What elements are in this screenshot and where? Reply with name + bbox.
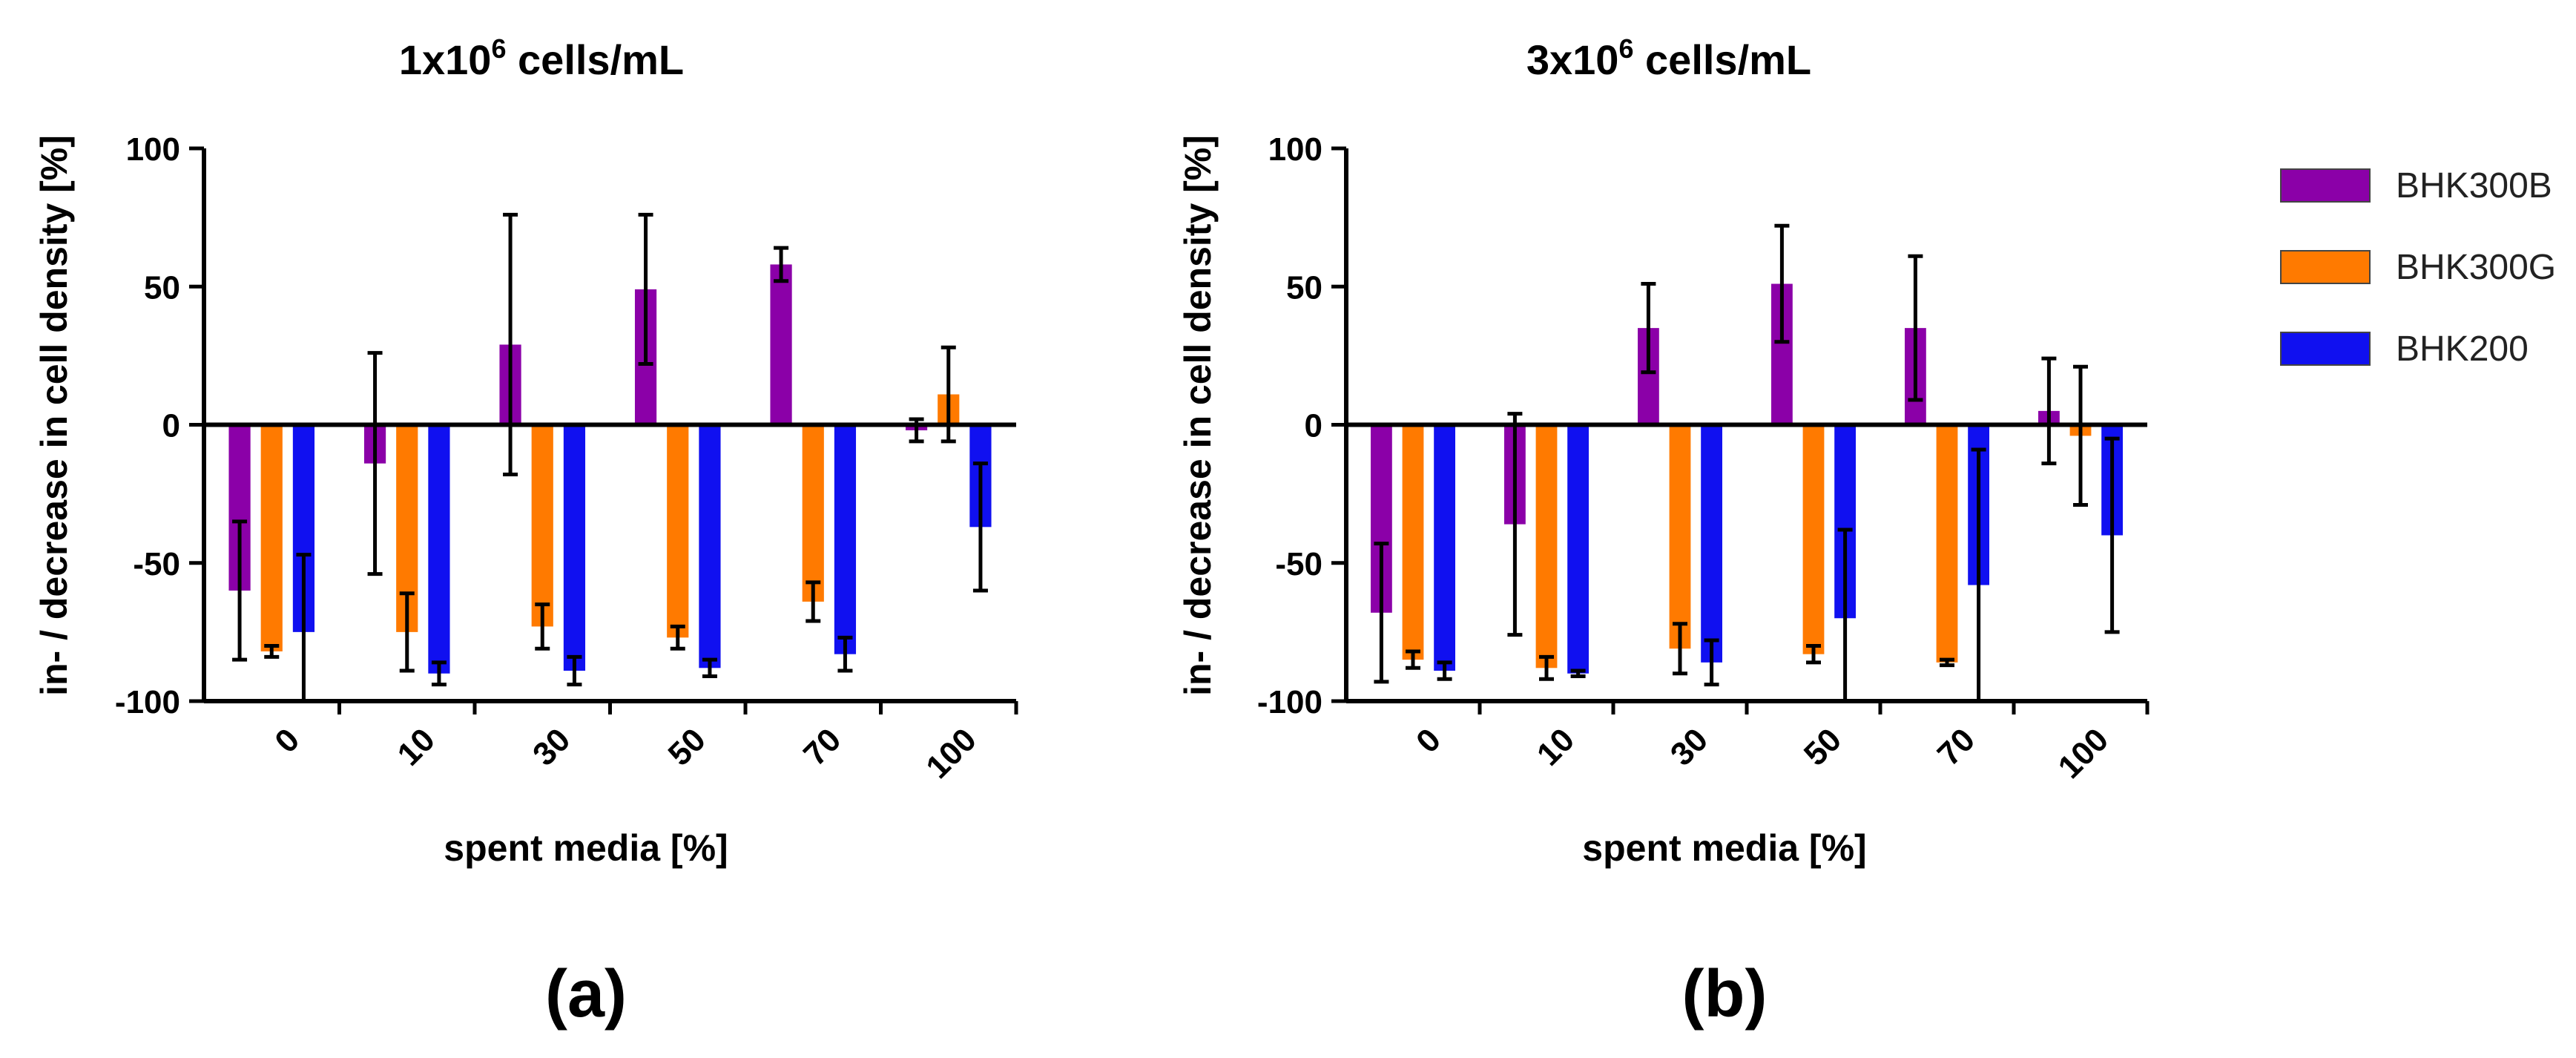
- bar-bhk300b-70: [770, 264, 792, 425]
- y-tick-label--100: -100: [115, 684, 180, 720]
- bar-bhk300g-10: [1535, 424, 1558, 668]
- legend-swatch-bhk200: [2280, 332, 2371, 366]
- x-tick-label-30: 30: [1664, 721, 1715, 772]
- x-tick-label-0: 0: [268, 721, 306, 760]
- panel-a-label: (a): [545, 957, 627, 1031]
- y-tick-label--50: -50: [1275, 546, 1322, 582]
- panel-b-y-axis-label: in- / decrease in cell density [%]: [1177, 135, 1219, 696]
- y-tick-label-0: 0: [162, 408, 180, 444]
- bar-bhk200-10: [428, 424, 450, 674]
- bar-bhk300g-70: [802, 424, 824, 602]
- x-tick-label-50: 50: [662, 721, 713, 772]
- panel-b-x-axis-label: spent media [%]: [1582, 827, 1866, 869]
- panel-b-plot: 0 10 30 50 70 100 -100 -50 0 50 100: [1257, 131, 2150, 786]
- legend-label-bhk300b: BHK300B: [2396, 166, 2552, 206]
- x-tick-label-100: 100: [919, 721, 984, 786]
- panel-b-title: 3x106 cells/mL: [1526, 33, 1811, 83]
- legend-swatch-bhk300b: [2280, 168, 2371, 203]
- y-tick-label--100: -100: [1257, 684, 1322, 720]
- panel-a-x-axis-label: spent media [%]: [444, 827, 728, 869]
- bar-bhk200-70: [834, 424, 857, 654]
- legend-label-bhk300g: BHK300G: [2396, 248, 2556, 287]
- y-tick-label--50: -50: [133, 546, 180, 582]
- legend-swatch-bhk300g: [2280, 250, 2371, 284]
- x-tick-label-0: 0: [1409, 721, 1448, 760]
- bar-bhk200-30: [1701, 424, 1722, 663]
- bar-bhk300g-30: [1669, 424, 1691, 649]
- panel-a-y-axis-label: in- / decrease in cell density [%]: [33, 135, 75, 696]
- panel-a: 1x106 cells/mL in- / decrease in cell de…: [33, 33, 1018, 1031]
- panel-a-title: 1x106 cells/mL: [399, 33, 684, 83]
- panel-b: 3x106 cells/mL in- / decrease in cell de…: [1177, 33, 2150, 1031]
- bar-bhk200-10: [1567, 424, 1589, 674]
- y-tick-label-50: 50: [1286, 269, 1322, 306]
- panel-b-label: (b): [1682, 957, 1768, 1031]
- bar-bhk300g-50: [1802, 424, 1825, 654]
- y-tick-label-50: 50: [144, 269, 180, 306]
- y-tick-label-0: 0: [1305, 408, 1322, 444]
- legend-label-bhk200: BHK200: [2396, 329, 2529, 369]
- bar-bhk200-30: [563, 424, 586, 671]
- x-tick-label-30: 30: [526, 721, 577, 772]
- bar-bhk300g-30: [531, 424, 553, 627]
- legend: BHK300B BHK300G BHK200: [2280, 166, 2556, 369]
- bar-bhk300g-0: [1402, 424, 1424, 660]
- bar-bhk300g-70: [1936, 424, 1958, 663]
- x-tick-label-10: 10: [391, 721, 442, 772]
- bar-bhk300g-50: [667, 424, 689, 638]
- panel-a-plot: 0 10 30 50 70 100 -100 -50 0 50 100: [115, 131, 1018, 786]
- x-tick-label-70: 70: [797, 721, 848, 772]
- x-tick-label-10: 10: [1530, 721, 1581, 772]
- bar-bhk200-0: [1434, 424, 1455, 671]
- bar-bhk200-50: [699, 424, 721, 668]
- x-tick-label-100: 100: [2052, 721, 2116, 786]
- x-tick-label-50: 50: [1797, 721, 1848, 772]
- y-tick-label-100: 100: [1268, 131, 1322, 168]
- y-tick-label-100: 100: [126, 131, 180, 168]
- bar-bhk300g-0: [260, 424, 283, 651]
- x-tick-label-70: 70: [1931, 721, 1982, 772]
